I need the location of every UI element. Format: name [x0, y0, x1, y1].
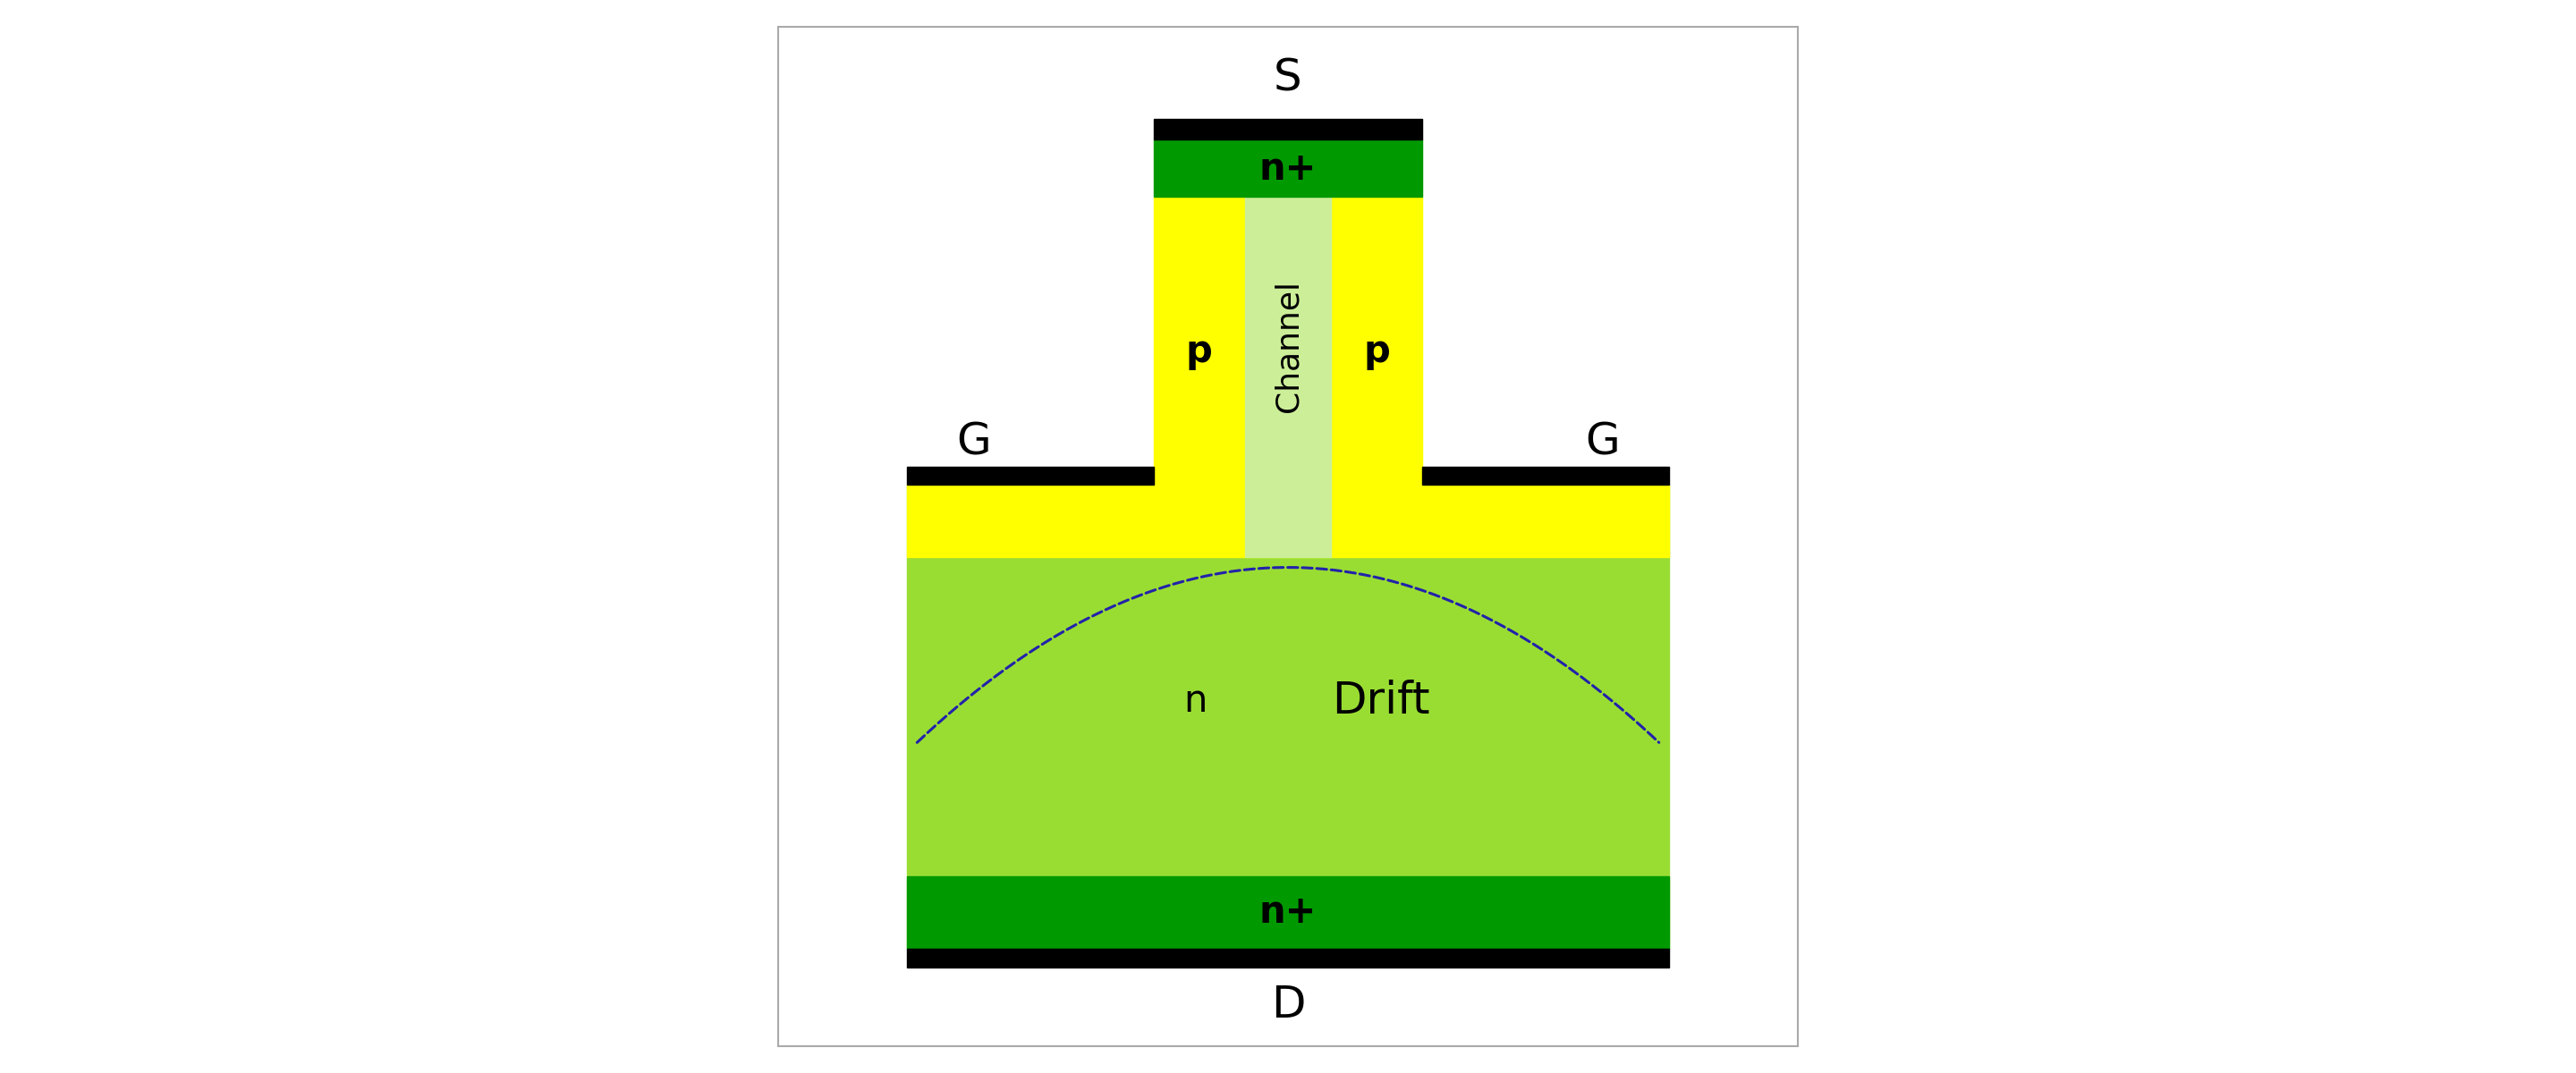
- Bar: [907, 485, 1669, 557]
- Text: p: p: [1363, 333, 1391, 370]
- Text: D: D: [1270, 984, 1306, 1027]
- Bar: [907, 485, 1669, 949]
- Bar: [1244, 196, 1332, 557]
- Text: n: n: [1182, 682, 1208, 720]
- Text: n+: n+: [1260, 150, 1316, 188]
- Bar: [1422, 467, 1669, 485]
- Bar: [907, 949, 1669, 967]
- Bar: [1154, 139, 1422, 196]
- Text: G: G: [1584, 421, 1620, 464]
- Text: G: G: [956, 421, 992, 464]
- Bar: [907, 877, 1669, 949]
- Text: n+: n+: [1260, 894, 1316, 931]
- Bar: [1154, 196, 1422, 485]
- Text: S: S: [1275, 57, 1301, 100]
- Bar: [1154, 119, 1422, 139]
- Text: Channel: Channel: [1273, 280, 1303, 412]
- Bar: [907, 467, 1154, 485]
- Text: Drift: Drift: [1332, 680, 1430, 723]
- Text: p: p: [1185, 333, 1213, 370]
